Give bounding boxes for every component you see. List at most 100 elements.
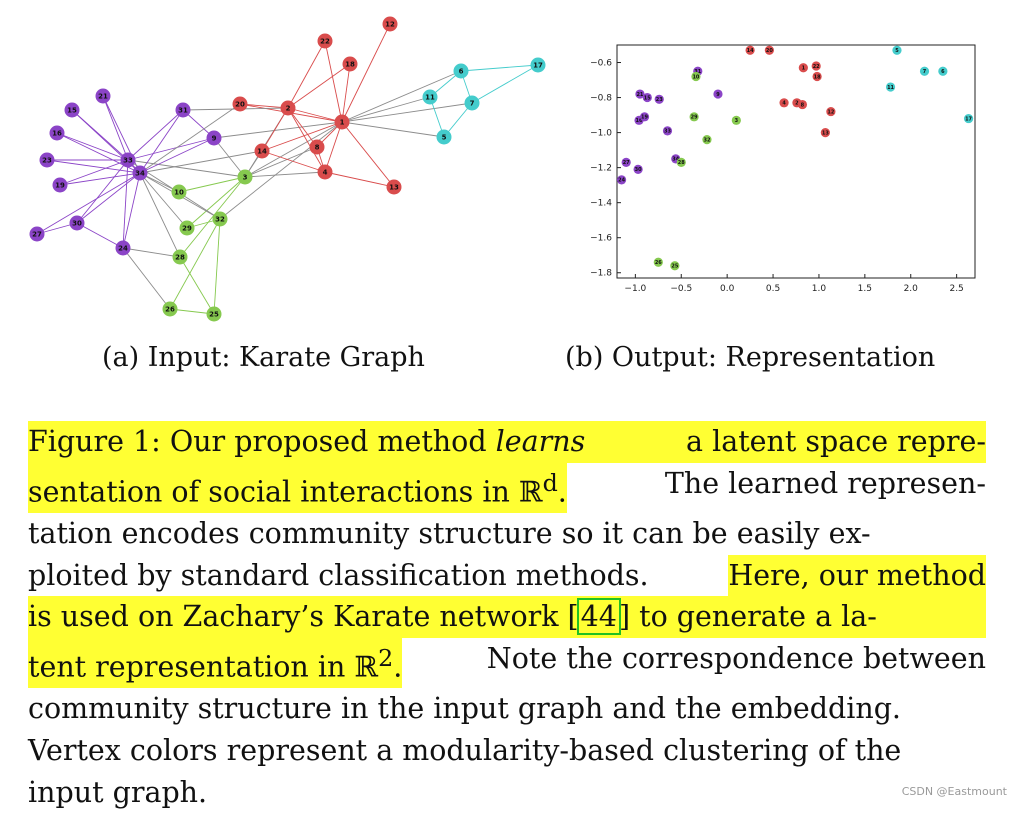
scatter-point-label: 25 (671, 264, 678, 270)
plot-frame (616, 44, 976, 279)
y-tick-label: −1.6 (590, 234, 612, 244)
graph-edge (460, 64, 539, 72)
graph-node (386, 179, 402, 195)
scatter-point-label: 23 (656, 97, 663, 103)
x-tick-label: 1.5 (858, 284, 872, 294)
scatter-point-label: 19 (641, 115, 648, 121)
graph-edge (179, 176, 246, 258)
graph-edge (76, 222, 124, 249)
caption-text: Note the correspondence between (486, 642, 986, 676)
scatter-point-label: 33 (664, 129, 671, 135)
scatter-point-label: 8 (801, 102, 805, 108)
graph-edge (179, 256, 215, 315)
graph-edge (341, 121, 395, 188)
graph-edge (244, 121, 343, 178)
graph-edge (244, 146, 318, 178)
scatter-point (745, 45, 755, 55)
graph-node-label: 28 (175, 254, 185, 262)
graph-node-label: 8 (315, 144, 320, 152)
graph-edge (213, 121, 343, 139)
graph-edge (324, 40, 343, 123)
caption-emphasis: learns (495, 425, 586, 458)
graph-edge (186, 176, 246, 229)
graph-node (120, 152, 136, 168)
graph-node-label: 21 (98, 93, 108, 101)
scatter-point (919, 66, 930, 76)
graph-node-label: 33 (123, 157, 133, 165)
graph-node-label: 14 (257, 148, 267, 156)
scatter-point (764, 45, 774, 55)
graph-edge (341, 121, 445, 138)
graph-node-label: 27 (32, 231, 42, 239)
x-tick-label: 1.0 (812, 284, 827, 294)
graph-edge (341, 102, 473, 123)
graph-node-label: 30 (72, 220, 82, 228)
caption-highlight: tent representation in ℝ2. (28, 638, 403, 689)
graph-edge (169, 218, 221, 310)
scatter-point (662, 126, 673, 136)
graph-node (453, 63, 469, 79)
graph-edge (213, 137, 246, 178)
graph-edge (102, 95, 129, 161)
scatter-point (621, 157, 631, 167)
x-tick-label: 2.0 (904, 284, 919, 294)
scatter-point (654, 94, 664, 104)
scatter-point-label: 27 (623, 160, 630, 166)
graph-node-label: 18 (345, 61, 355, 69)
graph-node-label: 23 (42, 157, 52, 165)
figure-caption: Figure 1: Our proposed method learns a l… (28, 421, 986, 813)
graph-edge (324, 171, 395, 188)
graph-node (237, 169, 253, 185)
graph-edge (213, 218, 221, 315)
scatter-point-label: 26 (655, 260, 662, 266)
scatter-point-label: 3 (735, 118, 739, 124)
graph-node (309, 139, 325, 155)
graph-node (49, 125, 65, 141)
graph-edge (59, 172, 141, 186)
karate-graph-figure: 1234567891011121314151617181920212223242… (29, 16, 546, 322)
scatter-point-label: 12 (827, 109, 834, 115)
graph-node-label: 9 (212, 135, 217, 143)
scatter-point-label: 5 (895, 48, 899, 54)
caption-highlight: Here, our method (728, 554, 986, 597)
scatter-point-label: 32 (703, 137, 710, 143)
scatter-point (689, 112, 699, 122)
graph-node (212, 211, 228, 227)
graph-edge (341, 63, 351, 123)
x-tick-label: 0.0 (720, 284, 735, 294)
graph-edge (287, 63, 351, 109)
graph-node-label: 19 (55, 182, 65, 190)
scatter-point-label: 11 (887, 85, 894, 91)
scatter-point-label: 24 (618, 178, 625, 184)
graph-node (29, 226, 45, 242)
graph-node-label: 7 (470, 100, 475, 108)
graph-edge (122, 159, 129, 249)
graph-node-label: 32 (215, 216, 225, 224)
graph-edge (244, 171, 326, 178)
scatter-point (731, 115, 741, 125)
graph-node-label: 22 (320, 38, 330, 46)
graph-edge (239, 103, 289, 109)
scatter-point (963, 113, 974, 124)
graph-edge (261, 150, 326, 173)
graph-node (39, 152, 55, 168)
graph-edge (122, 172, 141, 249)
graph-edge (139, 172, 188, 229)
scatter-point (820, 127, 830, 138)
graph-node-label: 2 (286, 105, 291, 113)
scatter-point-label: 4 (782, 101, 786, 107)
scatter-point-label: 31 (694, 69, 701, 75)
graph-edge (76, 159, 129, 224)
graph-edge (287, 107, 343, 123)
y-tick-label: −1.2 (590, 164, 612, 174)
graph-edge (287, 107, 326, 173)
graph-node-label: 6 (459, 68, 464, 76)
graph-node (334, 114, 350, 130)
y-tick-label: −1.8 (590, 269, 612, 279)
graph-node-label: 16 (52, 130, 62, 138)
graph-node (436, 129, 452, 145)
citation-link[interactable]: 44 (576, 598, 621, 636)
scatter-point (691, 71, 701, 82)
caption-line-7: community structure in the input graph a… (28, 688, 986, 730)
graph-edge (36, 172, 141, 235)
